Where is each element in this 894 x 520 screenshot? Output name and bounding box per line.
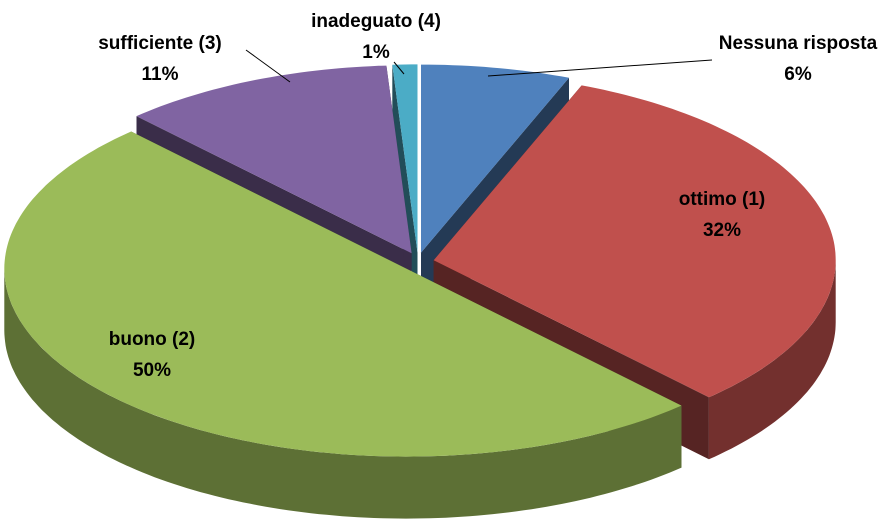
slice: [421, 64, 569, 253]
value-label: 32%: [703, 220, 741, 241]
leader-line: [393, 61, 405, 75]
category-label: Nessuna risposta: [719, 33, 878, 54]
slice: [392, 64, 418, 253]
value-label: 1%: [362, 42, 390, 63]
slice-wall: [708, 260, 836, 460]
slice-wall: [4, 268, 682, 519]
slice: [4, 131, 682, 457]
value-label: 11%: [142, 64, 179, 85]
leader-line: [245, 49, 291, 83]
category-label: inadeguato (4): [311, 11, 441, 32]
category-label: sufficiente (3): [98, 33, 222, 54]
category-label: ottimo (1): [679, 189, 766, 210]
slice: [136, 65, 412, 254]
category-label: buono (2): [109, 329, 196, 350]
leader-line: [487, 59, 713, 77]
value-label: 50%: [133, 360, 171, 381]
value-label: 6%: [784, 64, 812, 85]
slice: [433, 85, 836, 398]
